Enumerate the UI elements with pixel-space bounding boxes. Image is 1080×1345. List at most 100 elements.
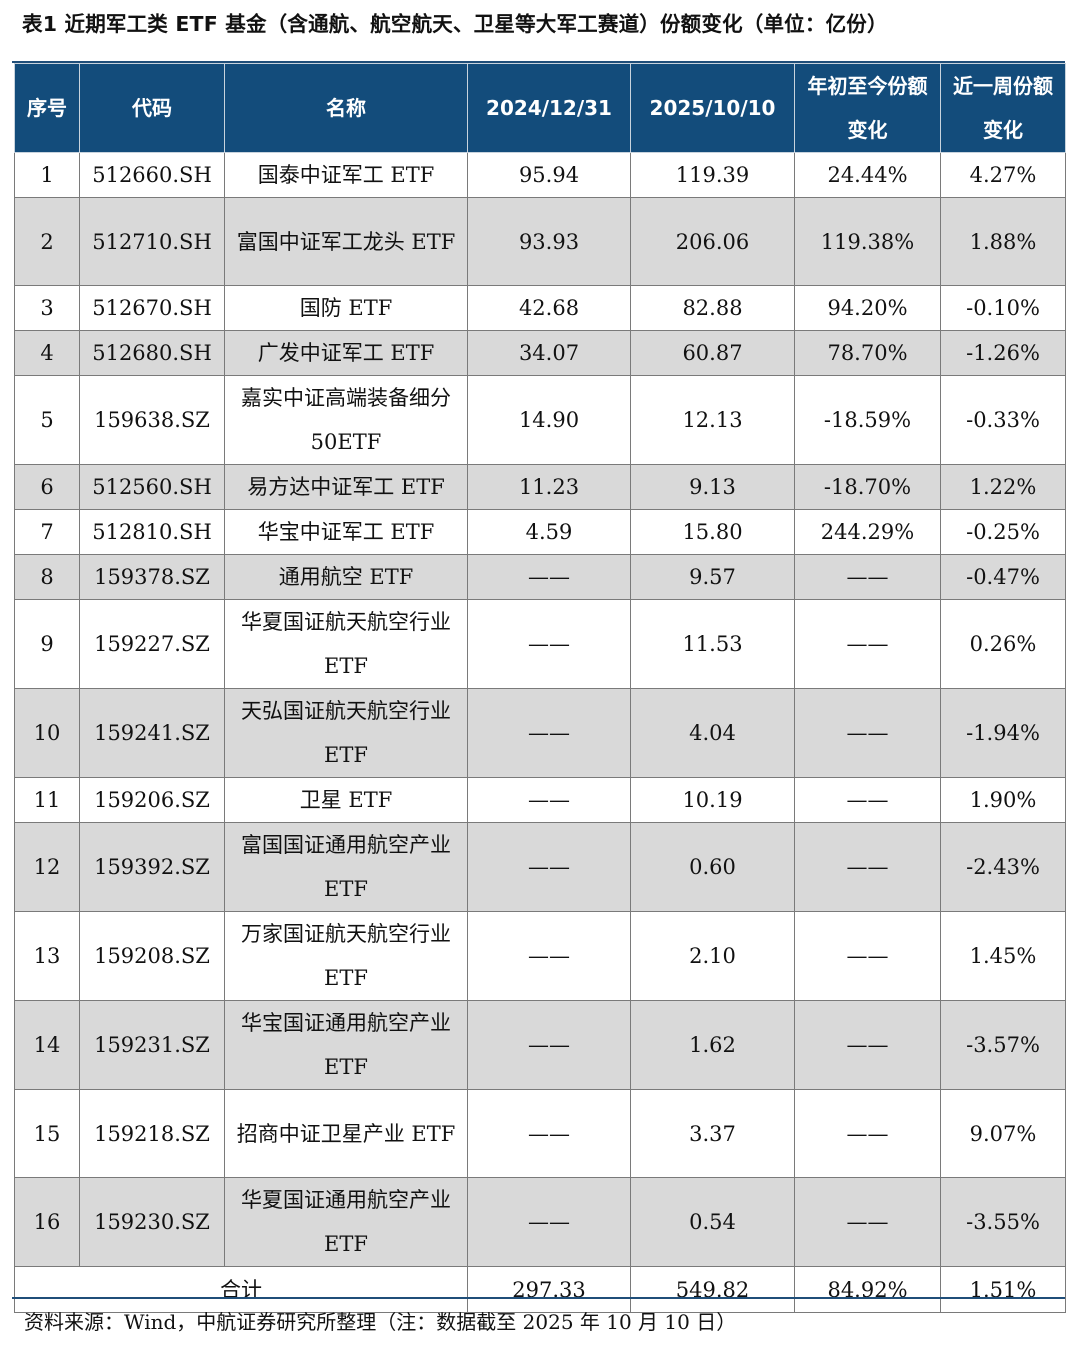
cell-week: -0.33% xyxy=(940,375,1066,465)
cell-ytd: —— xyxy=(794,1089,941,1178)
cell-ytd: —— xyxy=(794,688,941,778)
cell-ytd: —— xyxy=(794,822,941,912)
table-row: 1 512660.SH 国泰中证军工 ETF 95.94 119.39 24.44% 4.2… xyxy=(14,152,1066,198)
cell-code: 159206.SZ xyxy=(79,777,225,823)
cell-name: 招商中证卫星产业 ETF xyxy=(224,1089,468,1178)
total-ytd: 84.92% xyxy=(794,1266,941,1313)
cell-week: 9.07% xyxy=(940,1089,1066,1178)
cell-ytd: —— xyxy=(794,599,941,689)
cell-code: 159392.SZ xyxy=(79,822,225,912)
cell-name: 广发中证军工 ETF xyxy=(224,330,468,376)
cell-2024: —— xyxy=(467,1000,631,1090)
table-row: 15 159218.SZ 招商中证卫星产业 ETF —— 3.37 —— 9.07% xyxy=(14,1089,1066,1178)
cell-seq: 6 xyxy=(14,464,80,510)
cell-week: -2.43% xyxy=(940,822,1066,912)
cell-2024: 11.23 xyxy=(467,464,631,510)
cell-week: -0.47% xyxy=(940,554,1066,600)
cell-code: 159230.SZ xyxy=(79,1177,225,1267)
cell-name: 富国国证通用航空产业 ETF xyxy=(224,822,468,912)
cell-2024: 34.07 xyxy=(467,330,631,376)
cell-seq: 15 xyxy=(14,1089,80,1178)
cell-2024: —— xyxy=(467,554,631,600)
cell-seq: 8 xyxy=(14,554,80,600)
table-row: 12 159392.SZ 富国国证通用航空产业 ETF —— 0.60 —— -2.43% xyxy=(14,822,1066,912)
cell-2025: 206.06 xyxy=(630,197,795,286)
cell-ytd: 244.29% xyxy=(794,509,941,555)
table-row: 4 512680.SH 广发中证军工 ETF 34.07 60.87 78.70% -1.2… xyxy=(14,330,1066,376)
cell-name: 华宝国证通用航空产业 ETF xyxy=(224,1000,468,1090)
cell-code: 512680.SH xyxy=(79,330,225,376)
cell-week: 1.90% xyxy=(940,777,1066,823)
cell-ytd: —— xyxy=(794,1000,941,1090)
table-row: 8 159378.SZ 通用航空 ETF —— 9.57 —— -0.47% xyxy=(14,554,1066,600)
cell-ytd: —— xyxy=(794,554,941,600)
cell-code: 159227.SZ xyxy=(79,599,225,689)
cell-seq: 12 xyxy=(14,822,80,912)
total-row: 合计 297.33 549.82 84.92% 1.51% xyxy=(14,1266,1066,1313)
cell-week: 1.22% xyxy=(940,464,1066,510)
table-row: 11 159206.SZ 卫星 ETF —— 10.19 —— 1.90% xyxy=(14,777,1066,823)
cell-week: 0.26% xyxy=(940,599,1066,689)
cell-2025: 1.62 xyxy=(630,1000,795,1090)
cell-seq: 10 xyxy=(14,688,80,778)
cell-code: 159241.SZ xyxy=(79,688,225,778)
cell-2025: 12.13 xyxy=(630,375,795,465)
header-week-change: 近一周份额变化 xyxy=(940,63,1066,153)
cell-ytd: —— xyxy=(794,1177,941,1267)
header-date-2025: 2025/10/10 xyxy=(630,63,795,153)
cell-ytd: 78.70% xyxy=(794,330,941,376)
cell-week: 4.27% xyxy=(940,152,1066,198)
cell-ytd: 119.38% xyxy=(794,197,941,286)
total-2024: 297.33 xyxy=(467,1266,631,1313)
cell-seq: 14 xyxy=(14,1000,80,1090)
table-body: 1 512660.SH 国泰中证军工 ETF 95.94 119.39 24.44% 4.2… xyxy=(14,152,1066,1267)
cell-name: 国泰中证军工 ETF xyxy=(224,152,468,198)
cell-2025: 119.39 xyxy=(630,152,795,198)
cell-seq: 3 xyxy=(14,285,80,331)
cell-code: 159638.SZ xyxy=(79,375,225,465)
cell-2025: 9.57 xyxy=(630,554,795,600)
cell-2024: —— xyxy=(467,688,631,778)
cell-2024: —— xyxy=(467,911,631,1001)
cell-code: 512710.SH xyxy=(79,197,225,286)
cell-seq: 13 xyxy=(14,911,80,1001)
cell-seq: 1 xyxy=(14,152,80,198)
cell-week: 1.88% xyxy=(940,197,1066,286)
table-row: 3 512670.SH 国防 ETF 42.68 82.88 94.20% -0.10% xyxy=(14,285,1066,331)
cell-2025: 0.54 xyxy=(630,1177,795,1267)
header-row: 序号 代码 名称 2024/12/31 2025/10/10 年初至今份额变化 … xyxy=(14,63,1066,153)
cell-2024: 95.94 xyxy=(467,152,631,198)
cell-2025: 4.04 xyxy=(630,688,795,778)
table-top-rule xyxy=(12,61,1065,63)
cell-week: -0.10% xyxy=(940,285,1066,331)
cell-seq: 4 xyxy=(14,330,80,376)
cell-2024: 14.90 xyxy=(467,375,631,465)
cell-2024: —— xyxy=(467,777,631,823)
cell-2024: 93.93 xyxy=(467,197,631,286)
cell-seq: 11 xyxy=(14,777,80,823)
cell-2025: 10.19 xyxy=(630,777,795,823)
table-row: 13 159208.SZ 万家国证航天航空行业 ETF —— 2.10 —— 1.45% xyxy=(14,911,1066,1001)
cell-name: 嘉实中证高端装备细分 50ETF xyxy=(224,375,468,465)
cell-2025: 82.88 xyxy=(630,285,795,331)
table-row: 16 159230.SZ 华夏国证通用航空产业 ETF —— 0.54 —— -3.55% xyxy=(14,1177,1066,1267)
cell-name: 万家国证航天航空行业 ETF xyxy=(224,911,468,1001)
cell-seq: 2 xyxy=(14,197,80,286)
cell-2024: —— xyxy=(467,1177,631,1267)
cell-name: 易方达中证军工 ETF xyxy=(224,464,468,510)
cell-seq: 7 xyxy=(14,509,80,555)
cell-2025: 9.13 xyxy=(630,464,795,510)
cell-name: 通用航空 ETF xyxy=(224,554,468,600)
header-ytd-change: 年初至今份额变化 xyxy=(794,63,941,153)
table-row: 5 159638.SZ 嘉实中证高端装备细分 50ETF 14.90 12.13 -18.… xyxy=(14,375,1066,465)
cell-name: 华夏国证通用航空产业 ETF xyxy=(224,1177,468,1267)
table-row: 6 512560.SH 易方达中证军工 ETF 11.23 9.13 -18.70% 1.2… xyxy=(14,464,1066,510)
table-row: 2 512710.SH 富国中证军工龙头 ETF 93.93 206.06 119.38%… xyxy=(14,197,1066,286)
cell-ytd: -18.70% xyxy=(794,464,941,510)
cell-ytd: 94.20% xyxy=(794,285,941,331)
cell-2024: —— xyxy=(467,822,631,912)
cell-code: 512670.SH xyxy=(79,285,225,331)
cell-2025: 0.60 xyxy=(630,822,795,912)
total-label: 合计 xyxy=(14,1266,468,1313)
cell-2024: —— xyxy=(467,1089,631,1178)
